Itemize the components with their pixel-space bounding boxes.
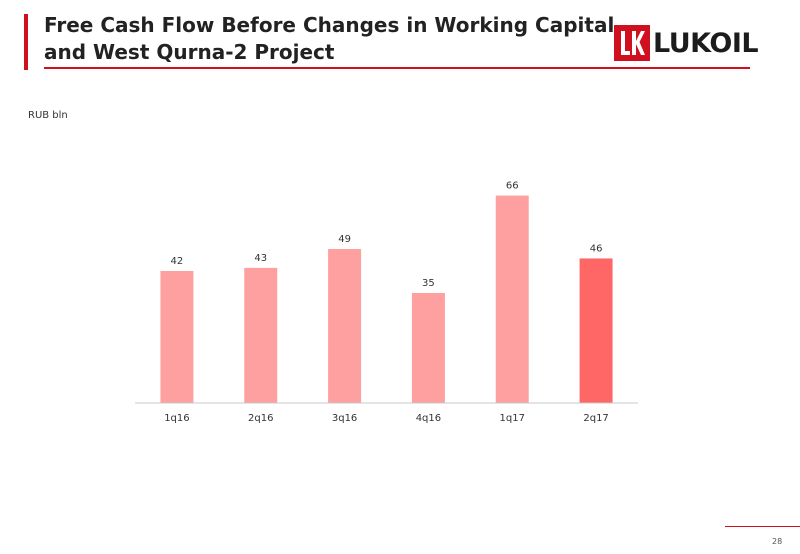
bar-4q16 bbox=[411, 293, 445, 403]
data-label-1q17: 66 bbox=[506, 181, 519, 192]
bar-2q16 bbox=[244, 267, 278, 403]
page-title: Free Cash Flow Before Changes in Working… bbox=[44, 13, 615, 64]
bar-3q16 bbox=[328, 249, 362, 403]
header-divider bbox=[44, 67, 750, 69]
logo-wordmark: LUKOIL bbox=[653, 27, 759, 59]
data-label-4q16: 35 bbox=[422, 278, 435, 289]
title-accent-bar bbox=[24, 14, 28, 70]
data-label-2q16: 43 bbox=[254, 253, 267, 264]
unit-label: RUB bln bbox=[28, 110, 68, 121]
x-tick-label-2q17: 2q17 bbox=[583, 413, 608, 424]
lukoil-logo-icon bbox=[614, 25, 650, 61]
lukoil-logo: LUKOIL bbox=[614, 24, 759, 62]
x-tick-label-4q16: 4q16 bbox=[416, 413, 441, 424]
data-label-2q17: 46 bbox=[590, 243, 603, 254]
bar-1q17 bbox=[495, 195, 529, 403]
data-label-1q16: 42 bbox=[171, 256, 184, 267]
x-tick-label-3q16: 3q16 bbox=[332, 413, 357, 424]
footer-divider bbox=[725, 526, 800, 527]
bar-1q16 bbox=[160, 271, 194, 403]
bar-2q17 bbox=[579, 258, 613, 403]
x-tick-label-1q16: 1q16 bbox=[164, 413, 189, 424]
x-tick-label-1q17: 1q17 bbox=[500, 413, 525, 424]
data-label-3q16: 49 bbox=[338, 234, 351, 245]
x-tick-label-2q16: 2q16 bbox=[248, 413, 273, 424]
page-number: 28 bbox=[772, 537, 783, 546]
